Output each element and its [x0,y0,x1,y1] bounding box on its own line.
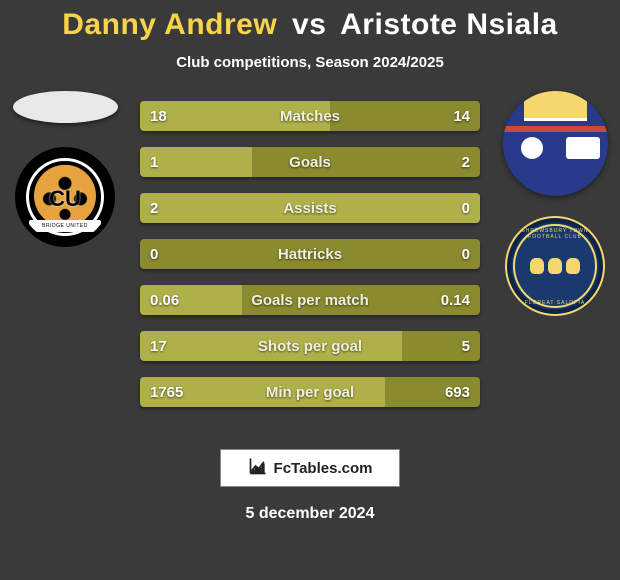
club-initials: CU [20,186,110,212]
stat-bar: 0.060.14Goals per match [140,285,480,315]
chart-icon [248,456,268,480]
stat-label: Hattricks [140,239,480,269]
vs-label: vs [292,8,326,41]
stat-label: Matches [140,101,480,131]
player2-club-crest: SHREWSBURY TOWN FOOTBALL CLUB FLOREAT SA… [505,216,605,316]
brand-text: FcTables.com [274,460,373,477]
stat-bar: 1814Matches [140,101,480,131]
player2-name: Aristote Nsiala [340,8,558,41]
stat-bar: 00Hattricks [140,239,480,269]
comparison-title: Danny Andrew vs Aristote Nsiala [0,0,620,42]
stat-label: Goals [140,147,480,177]
stat-label: Assists [140,193,480,223]
player2-column: SHREWSBURY TOWN FOOTBALL CLUB FLOREAT SA… [490,91,620,316]
player1-club-crest: CU BRIDGE UNITED [15,147,115,247]
stat-bar: 12Goals [140,147,480,177]
stat-label: Goals per match [140,285,480,315]
player1-column: CU BRIDGE UNITED [0,91,130,247]
player1-name: Danny Andrew [62,8,277,41]
stat-label: Shots per goal [140,331,480,361]
club2-text-bottom: FLOREAT SALOPIA [507,300,603,306]
player1-avatar [13,91,118,123]
stat-bar: 1765693Min per goal [140,377,480,407]
club2-text-top: SHREWSBURY TOWN FOOTBALL CLUB [507,228,603,240]
stat-label: Min per goal [140,377,480,407]
date-label: 5 december 2024 [0,505,620,523]
club-banner: BRIDGE UNITED [29,220,101,232]
stat-bar: 20Assists [140,193,480,223]
comparison-body: CU BRIDGE UNITED SHREWSBURY TOWN FOOTBAL… [0,101,620,431]
stat-bar: 175Shots per goal [140,331,480,361]
brand-badge: FcTables.com [220,449,400,487]
subtitle: Club competitions, Season 2024/2025 [0,54,620,71]
stat-bars: 1814Matches 12Goals 20Assists 00Hattricks 0.… [140,101,480,423]
player2-avatar [503,91,608,196]
